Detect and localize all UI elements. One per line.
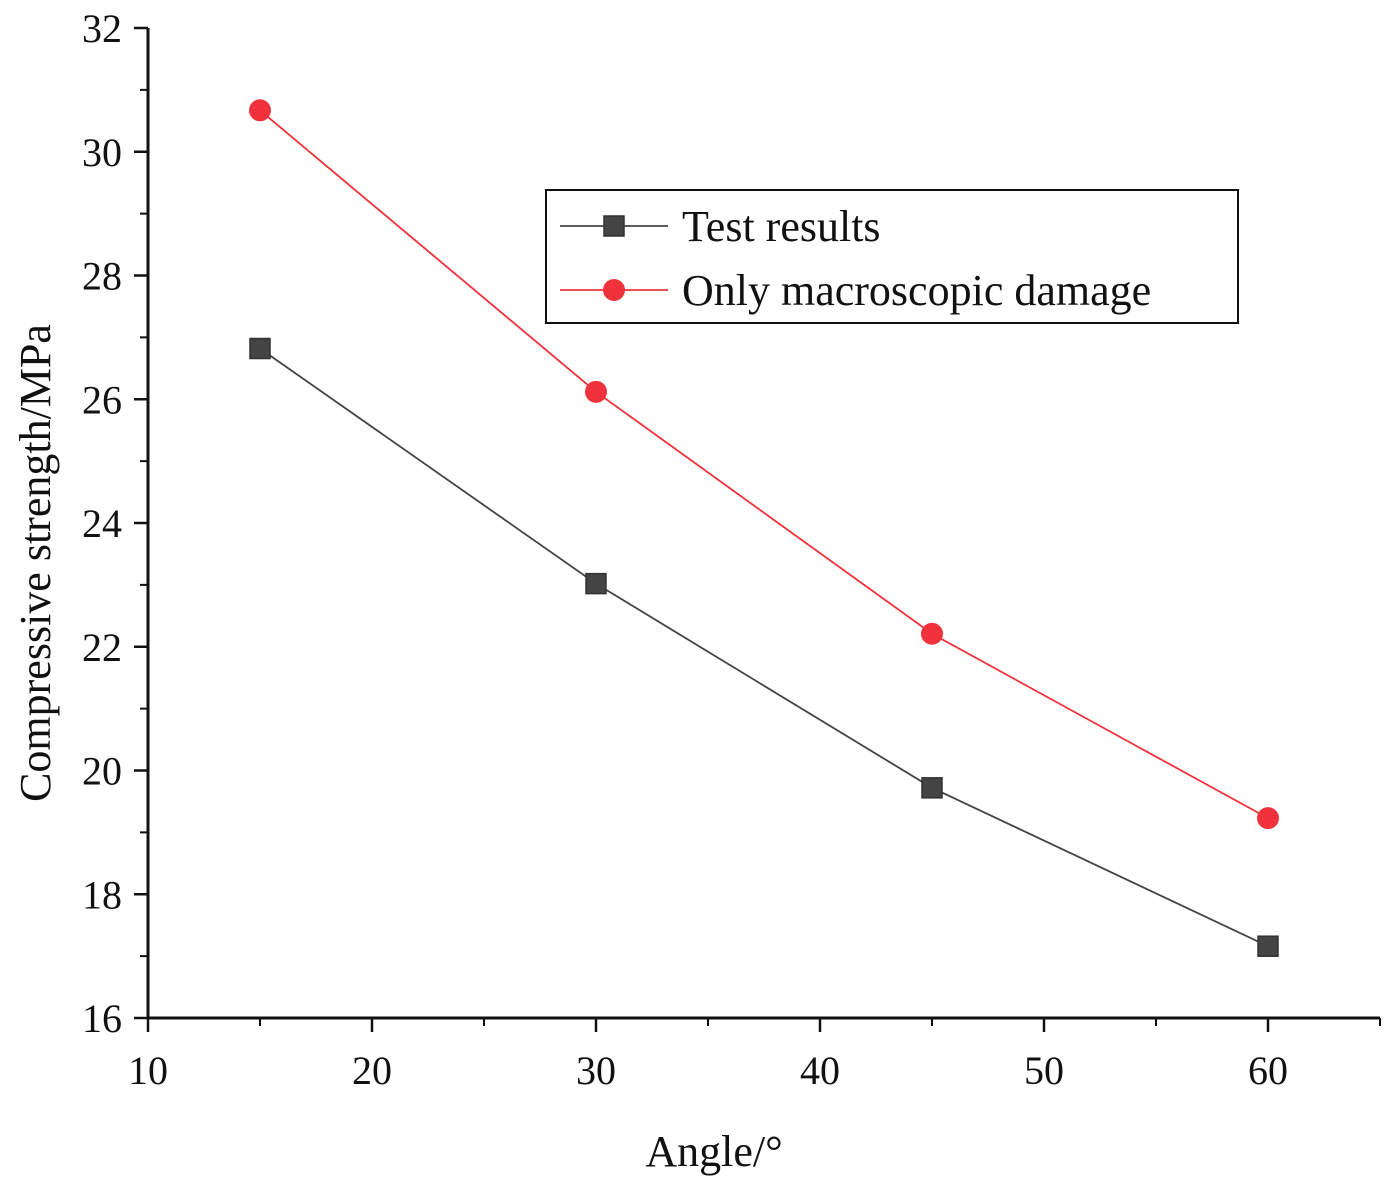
x-axis-title: Angle/°	[645, 1127, 782, 1176]
series-line	[259, 109, 1269, 819]
legend-box	[545, 189, 1239, 324]
x-tick-label: 60	[1248, 1048, 1288, 1093]
axes	[146, 28, 1380, 1020]
data-point	[249, 337, 271, 360]
x-tick-label: 30	[576, 1048, 616, 1093]
x-tick-label: 20	[352, 1048, 392, 1093]
data-point	[921, 622, 943, 645]
y-tick-label: 26	[82, 377, 122, 422]
legend-marker	[603, 279, 625, 301]
series-1	[249, 337, 1279, 957]
y-axis-title: Compressive strength/MPa	[11, 324, 60, 802]
series-layer	[249, 99, 1279, 957]
y-axis-ticks: 16 18 20 22 24 26 28 30 32	[82, 6, 148, 1041]
legend-marker	[603, 215, 625, 237]
x-tick-label: 40	[800, 1048, 840, 1093]
legend-label: Test results	[682, 202, 881, 251]
series-2	[249, 99, 1279, 830]
y-tick-label: 22	[82, 625, 122, 670]
series-line	[259, 347, 1269, 948]
y-tick-label: 16	[82, 996, 122, 1041]
y-tick-label: 32	[82, 6, 122, 51]
legend: Test results Only macroscopic damage	[545, 189, 1239, 324]
x-axis-ticks: 10 20 30 40 50 60	[128, 1018, 1381, 1093]
x-tick-label: 50	[1024, 1048, 1064, 1093]
data-point	[249, 99, 271, 122]
y-tick-label: 24	[82, 501, 122, 546]
legend-label: Only macroscopic damage	[682, 266, 1151, 315]
data-point	[1257, 807, 1279, 830]
y-tick-label: 30	[82, 130, 122, 175]
data-point	[585, 572, 607, 595]
data-point	[1257, 935, 1279, 957]
x-tick-label: 10	[128, 1048, 168, 1093]
y-tick-label: 20	[82, 749, 122, 794]
data-point	[585, 380, 607, 403]
y-tick-label: 18	[82, 872, 122, 917]
y-tick-label: 28	[82, 254, 122, 299]
data-point	[921, 777, 943, 799]
